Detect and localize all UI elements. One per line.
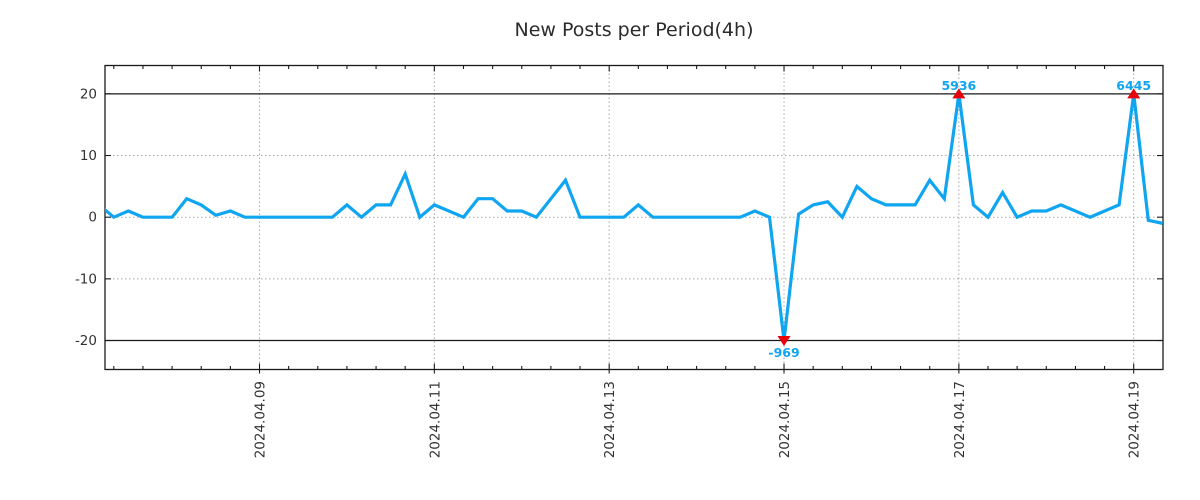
y-tick-label: -10 <box>75 271 97 287</box>
y-tick-label: 10 <box>80 148 97 164</box>
peak-value-annotation: -969 <box>768 345 799 360</box>
peak-value-annotation: 5936 <box>941 78 976 93</box>
plot-area: 20 10 0 -10 -20 2024.04.09 2024.04.11 2024.04.1… <box>75 64 1164 458</box>
data-line <box>105 93 1163 341</box>
x-tick-label: 2024.04.13 <box>602 381 618 458</box>
peak-value-annotation: 6445 <box>1116 78 1151 93</box>
x-tick-label: 2024.04.17 <box>952 381 968 458</box>
x-tick-label: 2024.04.19 <box>1127 381 1143 458</box>
y-tick-label: -20 <box>75 333 97 349</box>
peak-marker-up <box>1127 88 1141 99</box>
peak-marker-down <box>777 336 791 347</box>
chart-title: New Posts per Period(4h) <box>515 19 754 41</box>
x-tick-label: 2024.04.15 <box>777 381 793 458</box>
peak-marker-up <box>952 88 966 99</box>
y-tick-label: 0 <box>88 210 97 226</box>
x-tick-label: 2024.04.11 <box>427 381 443 458</box>
x-tick-label: 2024.04.09 <box>253 381 269 458</box>
y-tick-label: 20 <box>80 86 97 102</box>
